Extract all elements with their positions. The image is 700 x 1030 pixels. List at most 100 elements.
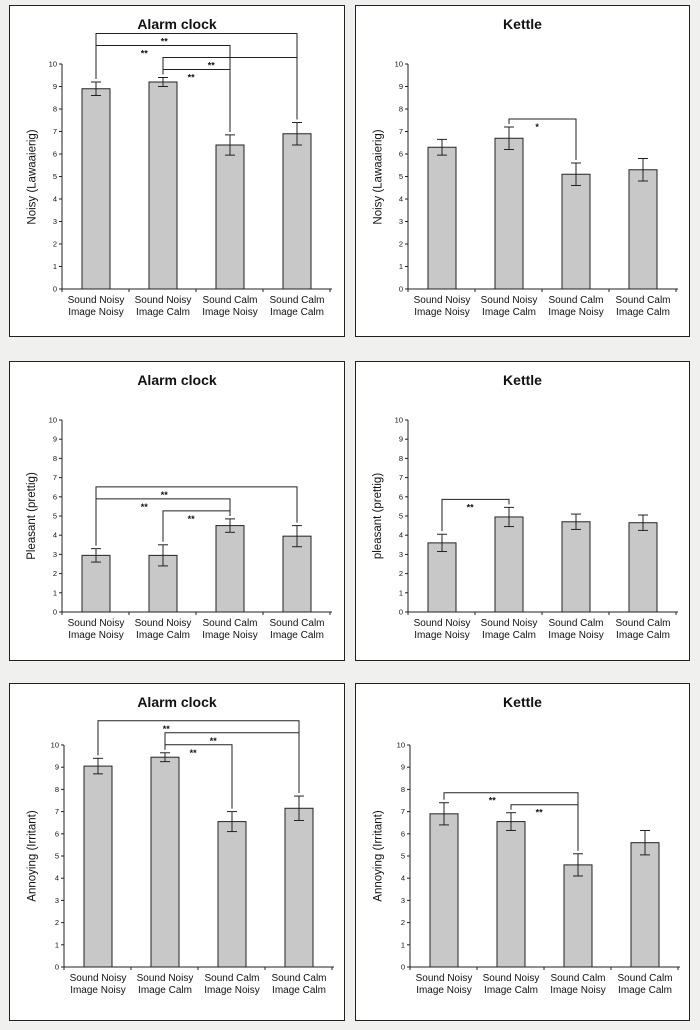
x-tick-label-line: Image Calm (618, 985, 672, 996)
chart-title: Alarm clock (137, 694, 217, 710)
significance-label: ** (188, 514, 196, 524)
x-tick-label-line: Image Noisy (548, 630, 604, 641)
x-tick-label-line: Sound Noisy (69, 973, 127, 984)
y-tick-label: 3 (53, 217, 57, 226)
y-tick-label: 8 (53, 454, 57, 463)
y-tick-label: 0 (53, 285, 57, 294)
x-tick-label-line: Sound Calm (269, 618, 325, 629)
significance-bracket (164, 732, 300, 794)
y-tick-label: 9 (55, 763, 59, 772)
chart-svg: 0 1 2 3 4 5 6 7 8 9 10 ** ** ** (51, 720, 334, 972)
x-tick-label-line: Sound Noisy (134, 295, 192, 306)
x-tick-label: Sound Noisy Image Noisy (58, 973, 138, 997)
x-tick-label-line: Sound Calm (548, 295, 604, 306)
y-tick-label: 4 (401, 874, 405, 883)
x-tick-label-line: Sound Noisy (413, 618, 471, 629)
x-tick-label-line: Sound Noisy (482, 973, 540, 984)
y-tick-label: 8 (399, 105, 403, 114)
x-tick-label: Sound Calm Image Calm (259, 973, 339, 997)
bar (561, 173, 591, 290)
chart-panel: Alarm clock Annoying (Irritant) 0 1 2 3 4 5 6 7 8 9… (9, 683, 345, 1021)
bar (148, 81, 178, 290)
bar (81, 554, 111, 613)
y-tick-label: 1 (53, 262, 57, 271)
significance-label: ** (467, 502, 475, 512)
bar (282, 133, 312, 290)
bar (630, 842, 660, 968)
x-tick-label: Sound Calm Image Calm (605, 973, 685, 997)
y-tick-label: 6 (53, 150, 57, 159)
bar (496, 821, 526, 968)
y-tick-label: 7 (399, 127, 403, 136)
x-tick-label: Sound Noisy Image Noisy (404, 973, 484, 997)
x-tick-label-line: Image Calm (270, 307, 324, 318)
significance-label: ** (141, 502, 149, 512)
y-tick-label: 10 (49, 60, 57, 69)
x-tick-label-line: Image Noisy (68, 307, 124, 318)
y-tick-label: 6 (399, 492, 403, 501)
x-tick-label-line: Sound Noisy (67, 618, 125, 629)
bar (150, 756, 180, 968)
y-tick-label: 2 (399, 569, 403, 578)
y-tick-label: 4 (55, 874, 59, 883)
y-tick-label: 0 (53, 608, 57, 617)
chart-title: Kettle (503, 694, 542, 710)
significance-label: ** (536, 808, 544, 818)
x-tick-label: Sound Calm Image Calm (603, 618, 683, 642)
y-tick-label: 7 (53, 127, 57, 136)
y-tick-label: 10 (395, 416, 403, 425)
bar (83, 765, 113, 968)
x-tick-label-line: Image Calm (484, 985, 538, 996)
significance-label: * (535, 122, 539, 132)
x-tick-label: Sound Noisy Image Calm (471, 973, 551, 997)
y-tick-label: 1 (399, 588, 403, 597)
x-tick-label: Sound Noisy Image Noisy (56, 618, 136, 642)
x-tick-label-line: Image Noisy (202, 307, 258, 318)
bar (81, 88, 111, 290)
y-tick-label: 10 (395, 60, 403, 69)
y-tick-label: 6 (53, 492, 57, 501)
significance-label: ** (190, 748, 198, 758)
x-tick-label-line: Image Calm (136, 307, 190, 318)
x-tick-label-line: Image Noisy (416, 985, 472, 996)
y-tick-label: 1 (399, 262, 403, 271)
significance-bracket (97, 720, 300, 794)
y-tick-label: 0 (55, 963, 59, 972)
x-tick-label: Sound Noisy Image Noisy (56, 295, 136, 319)
bar (561, 521, 591, 613)
chart-panel: Alarm clock Pleasant (prettig) 0 1 2 3 4 5 6 7 8 9 1… (9, 361, 345, 661)
significance-label: ** (161, 490, 169, 500)
x-tick-label: Sound Calm Image Calm (257, 618, 337, 642)
x-tick-label-line: Image Noisy (202, 630, 258, 641)
x-tick-label: Sound Noisy Image Calm (469, 295, 549, 319)
x-tick-label-line: Image Noisy (68, 630, 124, 641)
chart-svg: 0 1 2 3 4 5 6 7 8 9 10 ** ** ** ** (49, 33, 332, 294)
x-tick-label-line: Sound Calm (204, 973, 260, 984)
y-tick-label: 5 (399, 172, 403, 181)
x-tick-label-line: Image Calm (136, 630, 190, 641)
chart-panel: Kettle pleasant (prettig) 0 1 2 3 4 5 6 7 8 9 10 ** So… (355, 361, 690, 661)
y-tick-label: 8 (399, 454, 403, 463)
chart-svg: 0 1 2 3 4 5 6 7 8 9 10 ** (395, 416, 678, 617)
bar (429, 813, 459, 968)
y-tick-label: 8 (401, 785, 405, 794)
y-tick-label: 3 (399, 217, 403, 226)
bar (217, 821, 247, 968)
significance-bracket (164, 744, 233, 809)
significance-bracket (95, 486, 298, 546)
y-tick-label: 4 (53, 531, 57, 540)
x-tick-label-line: Sound Calm (202, 295, 258, 306)
y-tick-label: 1 (53, 588, 57, 597)
chart-svg: 0 1 2 3 4 5 6 7 8 9 10 * (395, 60, 678, 294)
x-tick-label-line: Sound Noisy (415, 973, 473, 984)
significance-bracket (441, 498, 510, 532)
significance-label: ** (163, 724, 171, 734)
significance-label: ** (208, 61, 216, 71)
bar (563, 864, 593, 968)
significance-bracket (95, 33, 298, 120)
bar (215, 144, 245, 290)
chart-svg: 0 1 2 3 4 5 6 7 8 9 10 ** ** ** (49, 416, 332, 617)
x-tick-label-line: Image Calm (138, 985, 192, 996)
y-tick-label: 1 (55, 940, 59, 949)
y-tick-label: 2 (53, 569, 57, 578)
